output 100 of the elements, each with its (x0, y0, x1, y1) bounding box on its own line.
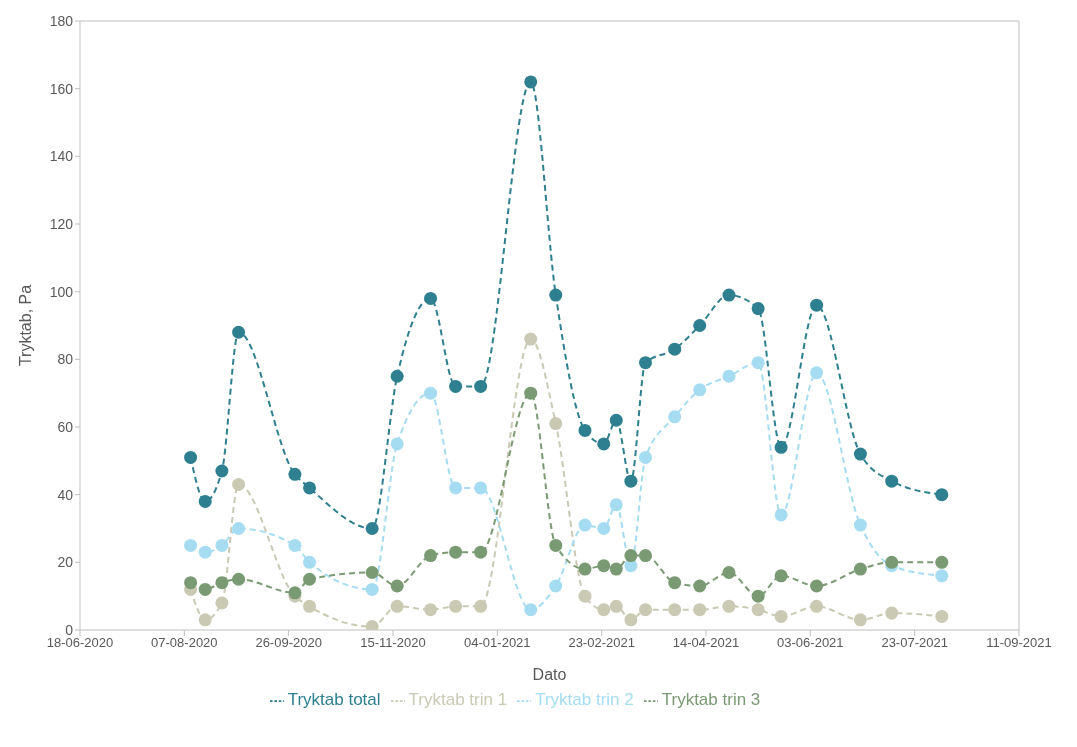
point (885, 555, 899, 569)
x-tick-label: 18-06-2020 (46, 635, 114, 651)
point (424, 549, 438, 563)
legend-label: Tryktab trin 1 (408, 690, 508, 709)
point (638, 549, 652, 563)
point (524, 75, 538, 89)
point (722, 288, 736, 302)
point (449, 481, 463, 495)
point (935, 569, 949, 583)
y-tick-label: 0 (65, 621, 74, 638)
y-tick-label: 180 (49, 12, 74, 29)
point (935, 555, 949, 569)
point (232, 478, 246, 492)
point (751, 589, 765, 603)
point (524, 603, 538, 617)
point (578, 589, 592, 603)
point (609, 413, 623, 427)
point (597, 437, 611, 451)
point (751, 356, 765, 370)
point (638, 356, 652, 370)
point (549, 538, 563, 552)
y-tick-label: 140 (49, 148, 74, 165)
point (722, 599, 736, 613)
x-tick-label: 11-09-2021 (986, 635, 1052, 651)
point (751, 603, 765, 617)
point (549, 417, 563, 431)
point (474, 379, 488, 393)
point (184, 450, 198, 464)
point (215, 596, 229, 610)
point (215, 464, 229, 478)
point (549, 579, 563, 593)
point (578, 518, 592, 532)
point (853, 518, 867, 532)
point (303, 555, 317, 569)
y-tick-label: 60 (57, 418, 74, 435)
point (722, 565, 736, 579)
point (390, 369, 404, 383)
y-tick-label: 20 (57, 554, 74, 571)
point (549, 288, 563, 302)
point (853, 447, 867, 461)
point (774, 609, 788, 623)
point (853, 613, 867, 627)
point (722, 369, 736, 383)
point (449, 599, 463, 613)
point (638, 603, 652, 617)
point (853, 562, 867, 576)
point (232, 522, 246, 535)
point (624, 474, 638, 488)
point (232, 325, 246, 339)
point (693, 319, 707, 332)
legend-label: Tryktab total (287, 690, 381, 709)
point (609, 562, 623, 576)
point (774, 569, 788, 583)
point (578, 423, 592, 437)
point (449, 545, 463, 559)
point (198, 582, 212, 596)
point (668, 342, 682, 356)
point (810, 366, 824, 380)
legend-label: Tryktab trin 3 (661, 690, 761, 709)
x-tick-label: 03-06-2021 (777, 635, 844, 651)
point (935, 488, 949, 502)
point (774, 508, 788, 522)
point (578, 562, 592, 576)
point (624, 613, 638, 627)
point (390, 437, 404, 451)
point (638, 450, 652, 464)
point (474, 599, 488, 613)
x-tick-label: 14-04-2021 (672, 635, 740, 651)
x-tick-label: 04-01-2021 (464, 635, 531, 651)
point (751, 302, 765, 316)
x-tick-label: 23-07-2021 (881, 635, 948, 651)
point (609, 498, 623, 512)
point (668, 410, 682, 424)
point (288, 538, 302, 552)
x-tick-label: 23-02-2021 (568, 635, 635, 651)
point (668, 603, 682, 617)
y-axis-title: Tryktab, Pa (16, 284, 34, 367)
point (215, 576, 229, 590)
point (232, 572, 246, 586)
point (184, 576, 198, 590)
point (474, 545, 488, 559)
point (449, 379, 463, 393)
point (693, 383, 707, 397)
point (524, 332, 538, 346)
point (609, 599, 623, 613)
point (624, 549, 638, 563)
point (424, 603, 438, 617)
point (810, 579, 824, 593)
y-tick-label: 80 (57, 351, 74, 368)
point (184, 538, 198, 552)
point (524, 386, 538, 400)
x-tick-label: 07-08-2020 (151, 635, 218, 651)
point (303, 599, 317, 613)
x-tick-label: 15-11-2020 (360, 635, 426, 651)
point (365, 522, 379, 535)
point (303, 572, 317, 586)
y-tick-label: 120 (49, 215, 74, 232)
point (198, 545, 212, 559)
y-tick-label: 40 (57, 486, 74, 503)
y-tick-label: 160 (49, 80, 74, 97)
